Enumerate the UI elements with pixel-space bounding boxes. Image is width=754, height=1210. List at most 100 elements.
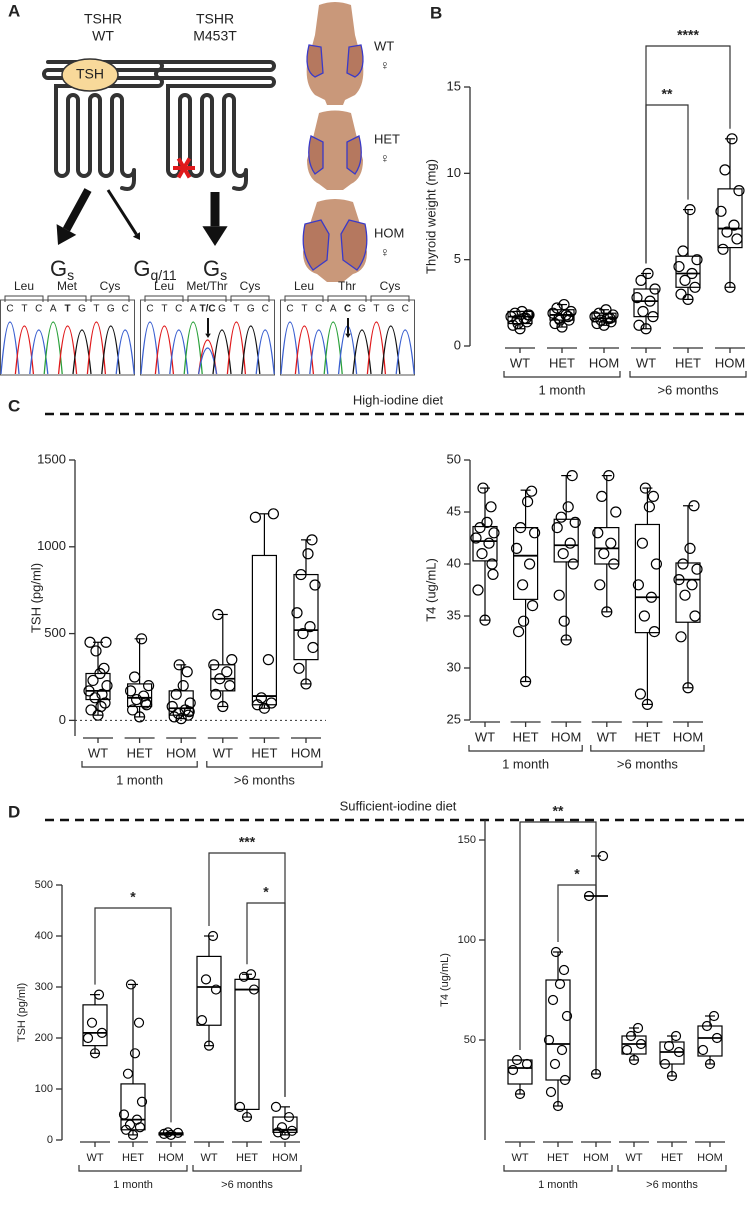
x-tick-label: WT [88,745,108,760]
data-point [554,978,566,990]
base-label: A [50,304,57,315]
codon-bracket [144,295,184,302]
data-point [89,692,101,704]
y-tick-label: 150 [458,834,476,846]
data-point [476,547,488,560]
arrow-head [132,232,140,240]
base-label: T [373,304,379,315]
y-tick-label: 5 [454,251,461,266]
section-title: Sufficient-iodine diet [340,798,457,813]
base-label: G [218,304,226,315]
data-point [183,706,195,718]
data-point [724,281,736,293]
data-point [165,1129,177,1141]
data-point [719,164,731,176]
data-point [101,680,113,692]
x-tick-label: HET [236,1152,258,1164]
x-tick-label: WT [625,1152,642,1164]
codon-label: Met [57,279,78,293]
data-point [226,654,238,666]
y-tick-label: 1000 [37,538,66,553]
data-point [90,645,102,657]
x-tick-label: HET [661,1152,683,1164]
genotype-label: HET [374,131,400,146]
data-point [621,1044,633,1056]
thyroid-images [302,2,368,282]
trace-peak [323,321,343,375]
panel-label: C [8,396,20,415]
x-tick-label: HOM [551,729,581,744]
data-point [638,610,651,622]
data-point [306,534,318,546]
data-point [641,698,654,711]
base-label: A [330,304,337,315]
codon-label: Leu [154,279,174,293]
group-label: >6 months [657,382,719,397]
x-tick-label: WT [86,1152,103,1164]
data-point [644,295,656,307]
data-point [487,568,499,581]
data-point [701,1020,713,1032]
arrow-head [202,226,228,246]
trace-peak [86,321,107,375]
data-point [224,680,236,692]
y-tick-label: 25 [447,711,461,726]
data-point [715,205,727,217]
data-point [591,317,603,330]
x-tick-label: HET [675,355,701,370]
data-point [691,254,703,266]
data-point [297,627,309,640]
group-label: >6 months [234,772,296,787]
x-tick-label: HET [251,745,277,760]
panel-label: B [430,3,442,22]
data-point [170,688,182,700]
genotype-label: HOM [374,225,404,240]
x-tick-label: HET [127,745,153,760]
data-point [210,688,222,700]
x-tick-label: WT [510,355,530,370]
data-point [208,659,220,671]
significance-bracket [94,907,172,1123]
data-point [525,485,538,497]
data-point [733,185,745,197]
codon-bracket [327,295,367,302]
box [717,188,743,249]
data-point [632,1022,644,1034]
data-point [267,508,279,520]
data-point [590,1068,602,1080]
y-tick-label: 1500 [37,451,66,466]
data-point [717,243,729,255]
data-point [509,307,521,319]
trace-peak [197,347,218,375]
data-point [212,608,224,621]
data-point [166,700,178,713]
base-label: A [190,304,197,315]
data-point [634,688,647,700]
significance-label: * [263,884,269,900]
data-point [124,1119,136,1130]
data-point [286,1125,298,1136]
box [697,1025,723,1057]
x-tick-label: WT [213,745,233,760]
data-point [647,311,659,323]
data-point [659,1058,671,1070]
data-point [173,659,185,671]
data-point [98,662,110,674]
signal-sub: s [67,267,74,283]
data-point [283,1111,295,1123]
data-point [675,288,687,300]
data-point [234,1101,246,1112]
data-point [550,946,562,958]
data-point [512,625,525,638]
signal-sub: q/11 [150,267,176,283]
data-point [679,274,691,286]
data-point [483,537,495,549]
data-point [666,1070,678,1082]
data-point [711,1032,723,1044]
data-point [608,558,620,570]
group-label: 1 month [538,1179,578,1191]
y-tick-label: 0 [59,712,66,727]
y-tick-label: 500 [44,625,66,640]
group-bracket [206,761,323,768]
